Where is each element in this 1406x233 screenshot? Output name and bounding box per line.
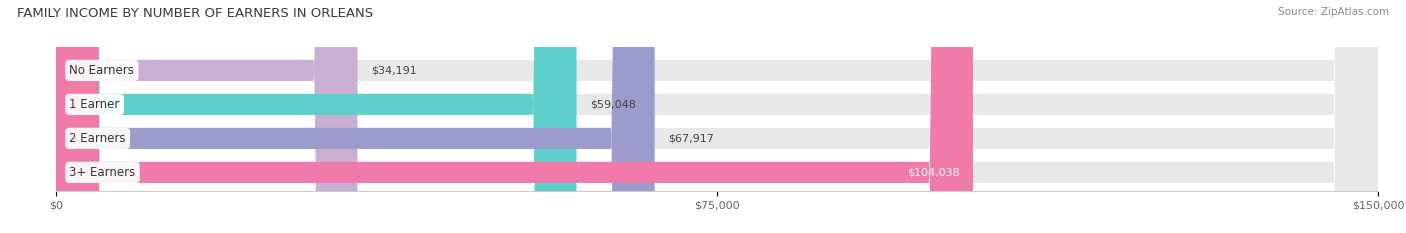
FancyBboxPatch shape bbox=[56, 0, 655, 233]
FancyBboxPatch shape bbox=[56, 0, 357, 233]
FancyBboxPatch shape bbox=[56, 0, 1378, 233]
Text: $67,917: $67,917 bbox=[668, 133, 714, 143]
Text: 1 Earner: 1 Earner bbox=[69, 98, 120, 111]
Text: FAMILY INCOME BY NUMBER OF EARNERS IN ORLEANS: FAMILY INCOME BY NUMBER OF EARNERS IN OR… bbox=[17, 7, 373, 20]
FancyBboxPatch shape bbox=[56, 0, 1378, 233]
Text: Source: ZipAtlas.com: Source: ZipAtlas.com bbox=[1278, 7, 1389, 17]
Text: 3+ Earners: 3+ Earners bbox=[69, 166, 136, 179]
Text: $34,191: $34,191 bbox=[371, 65, 416, 75]
FancyBboxPatch shape bbox=[56, 0, 973, 233]
FancyBboxPatch shape bbox=[56, 0, 576, 233]
Text: 2 Earners: 2 Earners bbox=[69, 132, 127, 145]
FancyBboxPatch shape bbox=[56, 0, 1378, 233]
FancyBboxPatch shape bbox=[56, 0, 1378, 233]
Text: No Earners: No Earners bbox=[69, 64, 135, 77]
Text: $104,038: $104,038 bbox=[907, 167, 960, 177]
Text: $59,048: $59,048 bbox=[589, 99, 636, 109]
